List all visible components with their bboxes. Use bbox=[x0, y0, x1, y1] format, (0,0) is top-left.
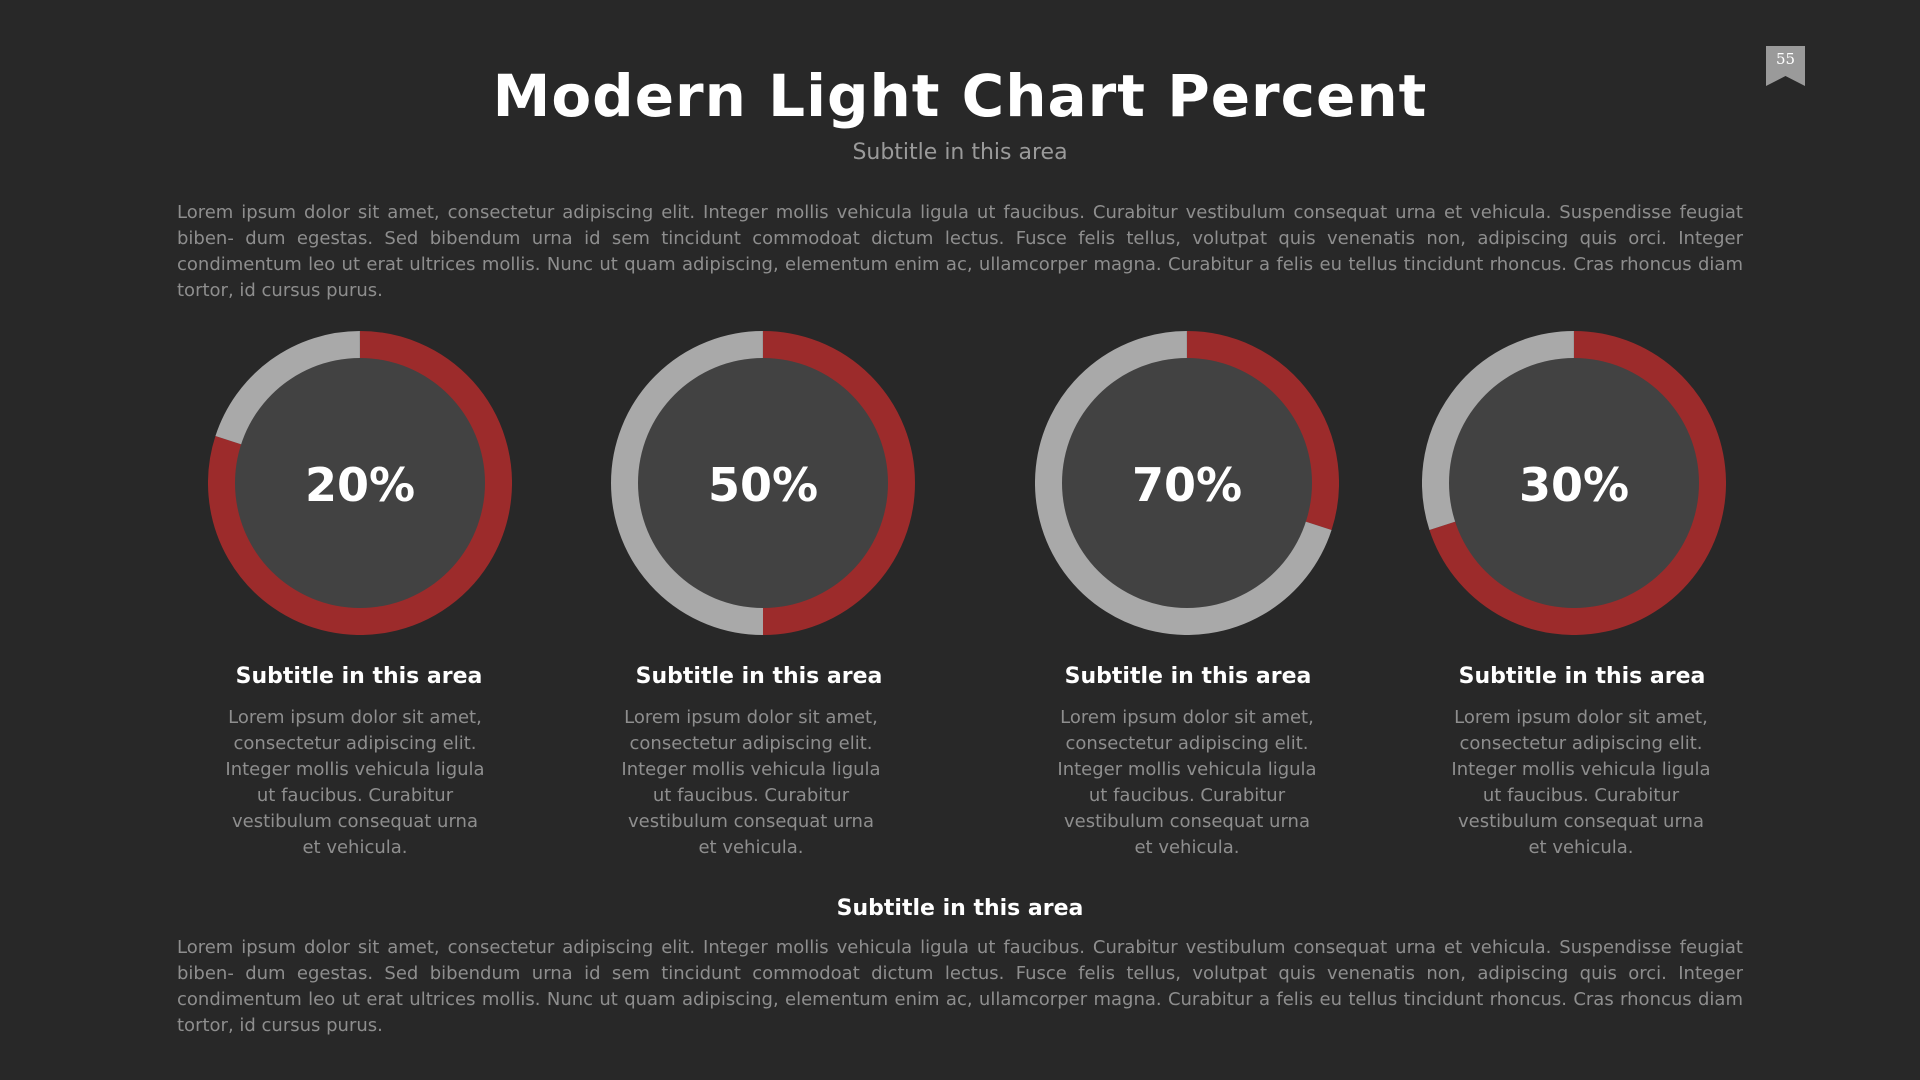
text-line: ut faucibus. Curabitur bbox=[256, 785, 454, 806]
text-line: Integer mollis vehicula ligula bbox=[225, 759, 485, 780]
donut-center bbox=[1062, 358, 1312, 608]
donut-remainder-arc bbox=[208, 331, 512, 635]
donut-value-arc bbox=[1035, 331, 1332, 635]
donut-value-arc bbox=[762, 331, 915, 635]
bookmark-icon bbox=[1766, 46, 1805, 86]
donut-center bbox=[1449, 358, 1699, 608]
page-subtitle: Subtitle in this area bbox=[852, 140, 1068, 165]
text-line: ut faucibus. Curabitur bbox=[1482, 785, 1680, 806]
text-line: consectetur adipiscing elit. bbox=[1459, 733, 1703, 754]
text-line: consectetur adipiscing elit. bbox=[233, 733, 477, 754]
donut-chart-1: 20% bbox=[208, 331, 512, 635]
donut-chart-4: 30% bbox=[1422, 331, 1726, 635]
bottom-subtitle: Subtitle in this area bbox=[836, 896, 1084, 921]
text-line: Integer mollis vehicula ligula bbox=[621, 759, 881, 780]
text-line: vestibulum consequat urna bbox=[231, 811, 478, 832]
text-line: Integer mollis vehicula ligula bbox=[1451, 759, 1711, 780]
column-subtitle-1: Subtitle in this area bbox=[235, 664, 483, 689]
column-subtitle-2: Subtitle in this area bbox=[635, 664, 883, 689]
donut-svg bbox=[208, 331, 512, 635]
donut-center bbox=[235, 358, 485, 608]
donut-value-arc bbox=[1422, 331, 1575, 530]
donut-percent-label: 70% bbox=[1131, 458, 1243, 512]
donut-chart-2: 50% bbox=[611, 331, 915, 635]
donut-svg bbox=[1422, 331, 1726, 635]
text-line: ut faucibus. Curabitur bbox=[1088, 785, 1286, 806]
text-line: vestibulum consequat urna bbox=[1457, 811, 1704, 832]
text-line: Lorem ipsum dolor sit amet, bbox=[228, 707, 482, 728]
donut-percent-label: 30% bbox=[1518, 458, 1630, 512]
text-line: Lorem ipsum dolor sit amet, bbox=[624, 707, 878, 728]
donut-svg bbox=[1035, 331, 1339, 635]
page-title: Modern Light Chart Percent bbox=[492, 62, 1428, 130]
donut-remainder-arc bbox=[611, 331, 764, 635]
donut-svg bbox=[611, 331, 915, 635]
intro-paragraph: Lorem ipsum dolor sit amet, consectetur … bbox=[177, 202, 1743, 301]
donut-percent-label: 50% bbox=[707, 458, 819, 512]
text-line: vestibulum consequat urna bbox=[1063, 811, 1310, 832]
text-line: vestibulum consequat urna bbox=[627, 811, 874, 832]
column-text-3: Lorem ipsum dolor sit amet, consectetur … bbox=[1052, 705, 1322, 861]
text-line: et vehicula. bbox=[302, 837, 408, 858]
text-line: Lorem ipsum dolor sit amet, bbox=[1060, 707, 1314, 728]
donut-value-arc bbox=[215, 331, 361, 445]
text-line: ut faucibus. Curabitur bbox=[652, 785, 850, 806]
bottom-paragraph: Lorem ipsum dolor sit amet, consectetur … bbox=[177, 937, 1743, 1036]
page-number-badge: 55 bbox=[1766, 46, 1805, 86]
donut-center bbox=[638, 358, 888, 608]
text-line: consectetur adipiscing elit. bbox=[629, 733, 873, 754]
text-line: et vehicula. bbox=[1134, 837, 1240, 858]
column-text-2: Lorem ipsum dolor sit amet, consectetur … bbox=[616, 705, 886, 861]
text-line: Lorem ipsum dolor sit amet, bbox=[1454, 707, 1708, 728]
text-line: Integer mollis vehicula ligula bbox=[1057, 759, 1317, 780]
donut-percent-label: 20% bbox=[304, 458, 416, 512]
column-subtitle-3: Subtitle in this area bbox=[1064, 664, 1312, 689]
column-subtitle-4: Subtitle in this area bbox=[1458, 664, 1706, 689]
text-line: et vehicula. bbox=[1528, 837, 1634, 858]
text-line: consectetur adipiscing elit. bbox=[1065, 733, 1309, 754]
donut-remainder-arc bbox=[1186, 331, 1339, 530]
text-line: et vehicula. bbox=[698, 837, 804, 858]
column-text-1: Lorem ipsum dolor sit amet, consectetur … bbox=[220, 705, 490, 861]
donut-remainder-arc bbox=[1429, 331, 1726, 635]
column-text-4: Lorem ipsum dolor sit amet, consectetur … bbox=[1446, 705, 1716, 861]
donut-chart-3: 70% bbox=[1035, 331, 1339, 635]
page-number: 55 bbox=[1775, 50, 1796, 68]
